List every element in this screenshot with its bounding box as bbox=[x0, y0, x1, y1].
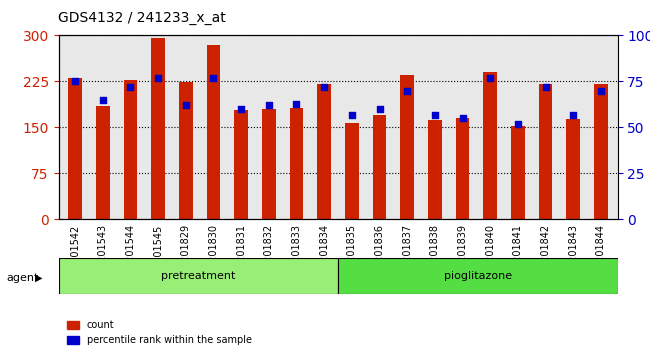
Bar bbox=[96, 106, 110, 219]
Point bbox=[319, 84, 330, 90]
Bar bbox=[58, 258, 338, 294]
Point bbox=[568, 112, 578, 118]
Point bbox=[153, 75, 163, 81]
Point bbox=[540, 84, 551, 90]
Point bbox=[236, 106, 246, 112]
Bar bbox=[484, 72, 497, 219]
Bar bbox=[151, 39, 165, 219]
Point bbox=[513, 121, 523, 127]
Point bbox=[485, 75, 495, 81]
Text: agent: agent bbox=[6, 273, 39, 283]
Point bbox=[291, 101, 302, 106]
Bar bbox=[456, 118, 469, 219]
Point bbox=[98, 97, 108, 103]
Legend: count, percentile rank within the sample: count, percentile rank within the sample bbox=[63, 316, 255, 349]
Point bbox=[430, 112, 440, 118]
Point bbox=[264, 103, 274, 108]
Bar bbox=[594, 85, 608, 219]
Bar bbox=[234, 110, 248, 219]
Bar bbox=[511, 126, 525, 219]
Bar bbox=[179, 82, 192, 219]
Point bbox=[346, 112, 357, 118]
Bar bbox=[372, 115, 387, 219]
Bar bbox=[262, 109, 276, 219]
Point bbox=[181, 103, 191, 108]
Bar bbox=[428, 120, 442, 219]
Point bbox=[208, 75, 218, 81]
Point bbox=[125, 84, 136, 90]
Point bbox=[402, 88, 412, 93]
Bar bbox=[317, 85, 331, 219]
Bar bbox=[400, 75, 414, 219]
Point bbox=[70, 79, 81, 84]
Bar bbox=[566, 119, 580, 219]
Bar bbox=[124, 80, 137, 219]
Bar bbox=[207, 45, 220, 219]
Text: pretreatment: pretreatment bbox=[161, 271, 235, 281]
Text: ▶: ▶ bbox=[35, 273, 43, 283]
Bar bbox=[289, 108, 304, 219]
Point bbox=[595, 88, 606, 93]
Bar bbox=[338, 258, 618, 294]
Point bbox=[374, 106, 385, 112]
Text: GDS4132 / 241233_x_at: GDS4132 / 241233_x_at bbox=[58, 11, 226, 25]
Point bbox=[458, 115, 468, 121]
Bar bbox=[68, 78, 82, 219]
Bar bbox=[345, 122, 359, 219]
Text: pioglitazone: pioglitazone bbox=[444, 271, 512, 281]
Bar bbox=[539, 85, 552, 219]
